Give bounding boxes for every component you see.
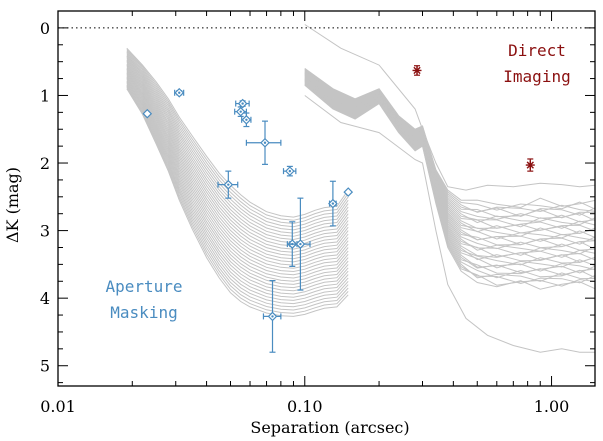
masking-marker-diamond	[142, 108, 153, 119]
masking-contrast-curve-7	[126, 56, 349, 241]
masking-contrast-curve-4	[126, 53, 349, 231]
imaging-marker-star-ray	[526, 161, 534, 169]
masking-contrast-curve-13	[126, 64, 349, 260]
masking-contrast-curve-24	[126, 79, 349, 295]
masking-marker-dot	[239, 110, 242, 113]
x-tick-label: 0.10	[287, 397, 323, 416]
contrast-curves	[126, 24, 596, 353]
masking-detection-4	[245, 120, 282, 165]
y-axis-label: ΔK (mag)	[3, 167, 22, 243]
imaging-contrast-curve-0	[304, 67, 596, 209]
annotation-aperture-masking-line1: Aperture	[105, 277, 182, 296]
masking-detection-9	[289, 197, 311, 291]
axis-ticks: 0.01 0.10 1.00 0 1 2 3 4 5	[40, 11, 595, 416]
masking-contrast-curve-19	[126, 72, 349, 279]
masking-marker-dot	[263, 141, 267, 144]
masking-contrast-curve-17	[126, 70, 349, 273]
masking-detection-3	[241, 112, 252, 128]
masking-marker-dot	[288, 169, 292, 173]
masking-contrast-curve-28	[126, 84, 349, 308]
imaging-contrast-curve-3	[304, 69, 596, 218]
masking-marker-dot	[271, 315, 274, 318]
masking-contrast-curve-5	[126, 54, 349, 234]
imaging-detection-1	[525, 158, 535, 172]
masking-contrast-curve-27	[126, 83, 349, 305]
masking-contrast-curve-15	[126, 67, 349, 266]
masking-contrast-curve-29	[126, 85, 349, 311]
masking-contrast-curve-0	[126, 47, 349, 218]
y-tick-label: 0	[40, 19, 50, 38]
masking-contrast-curve-20	[126, 74, 349, 282]
imaging-contrast-curve-outlier-0	[304, 24, 596, 191]
masking-contrast-curve-25	[126, 80, 349, 298]
masking-contrast-curve-21	[126, 75, 349, 285]
y-tick-label: 5	[40, 357, 50, 376]
masking-detection-2	[234, 106, 247, 118]
imaging-detection-0	[412, 65, 422, 76]
masking-marker-dot	[227, 183, 230, 186]
annotation-direct-imaging-line2: Imaging	[503, 67, 570, 86]
masking-contrast-curve-8	[126, 58, 349, 244]
imaging-contrast-curve-11	[304, 74, 596, 237]
masking-contrast-curve-30	[126, 87, 349, 314]
imaging-contrast-curve-outlier-1	[304, 95, 595, 353]
masking-detection-12	[343, 187, 354, 197]
masking-contrast-curve-22	[126, 76, 349, 289]
x-tick-label: 1.00	[534, 397, 570, 416]
annotation-aperture-masking-line2: Masking	[110, 303, 177, 322]
plot-frame-rect	[57, 10, 596, 387]
masking-contrast-curve-23	[126, 77, 349, 292]
y-tick-label: 4	[40, 289, 50, 308]
masking-contrast-curve-18	[126, 71, 349, 276]
masking-marker-dot	[245, 118, 248, 121]
masking-contrast-curve-6	[126, 55, 349, 237]
masking-contrast-curve-12	[126, 63, 349, 257]
masking-contrast-curve-2	[126, 50, 349, 225]
masking-contrast-curve-14	[126, 66, 349, 263]
masking-marker-diamond	[343, 187, 354, 197]
masking-detection-0	[174, 87, 185, 98]
masking-contrast-curve-3	[126, 51, 349, 228]
imaging-contrast-curve-5	[304, 70, 596, 222]
annotation-direct-imaging-line1: Direct	[508, 41, 566, 60]
y-tick-label: 2	[40, 154, 50, 173]
x-axis-label: Separation (arcsec)	[250, 418, 409, 437]
masking-contrast-curve-1	[126, 49, 349, 221]
masking-detection-5	[282, 165, 297, 177]
masking-marker-dot	[178, 91, 181, 94]
detections	[142, 65, 535, 353]
y-tick-label: 1	[40, 86, 50, 105]
masking-marker-dot	[241, 102, 244, 105]
masking-contrast-curve-10	[126, 60, 349, 250]
masking-detection-6	[217, 170, 239, 199]
masking-contrast-curve-31	[126, 88, 349, 317]
imaging-contrast-curve-30	[304, 84, 596, 287]
masking-detection-11	[142, 108, 153, 119]
imaging-contrast-curve-31	[304, 84, 596, 290]
imaging-marker-star-ray	[413, 66, 421, 75]
masking-detection-7	[328, 180, 338, 227]
masking-contrast-curve-16	[126, 68, 349, 269]
masking-contrast-curve-11	[126, 62, 349, 253]
masking-marker-dot	[299, 242, 302, 246]
y-tick-label: 3	[40, 222, 50, 241]
masking-marker-dot	[331, 202, 335, 205]
masking-contrast-curve-26	[126, 81, 349, 301]
masking-detection-10	[262, 279, 282, 353]
plot-frame	[57, 10, 596, 387]
x-tick-label: 0.01	[40, 397, 76, 416]
masking-contrast-curve-9	[126, 59, 349, 247]
masking-detection-1	[235, 98, 250, 109]
